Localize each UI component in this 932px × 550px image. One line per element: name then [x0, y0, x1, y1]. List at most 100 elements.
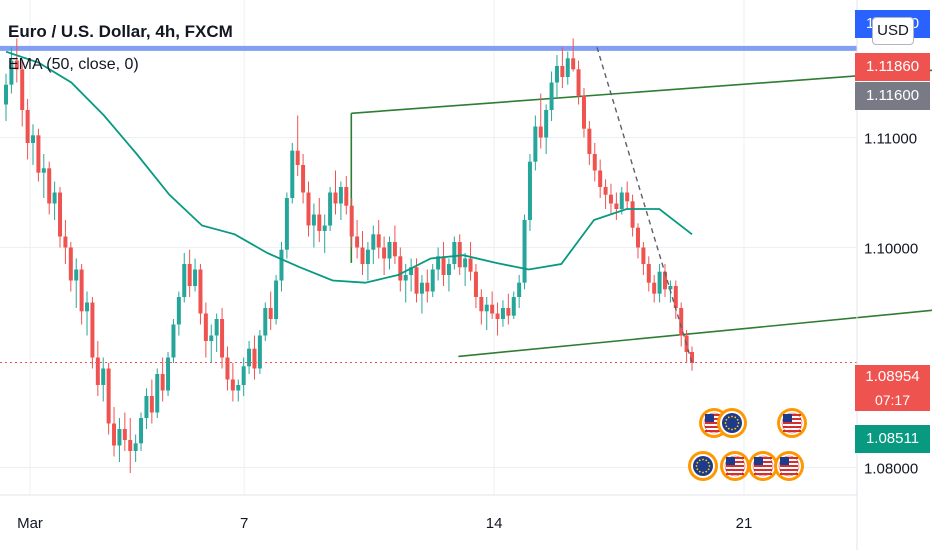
currency-button[interactable]: USD [872, 17, 914, 45]
x-tick-label: 7 [240, 515, 248, 532]
candle-body [587, 128, 592, 154]
eu-flag-event-icon[interactable] [717, 408, 747, 438]
candle-body [603, 187, 608, 195]
us-flag-event-icon[interactable] [748, 451, 778, 481]
price-tag-target: 1.08511 [855, 425, 930, 453]
chart-title: Euro / U.S. Dollar, 4h, FXCM [8, 22, 233, 41]
candle-body [344, 187, 349, 206]
candle-body [214, 319, 219, 336]
candle-body [9, 60, 14, 85]
candle-body [430, 269, 435, 292]
price-tag-entry: 1.11600 [855, 82, 930, 110]
candle-body [473, 271, 478, 297]
candle-body [527, 161, 532, 220]
candle-body [419, 282, 424, 294]
overlays [0, 47, 857, 364]
candle-body [52, 192, 57, 204]
candle-body [220, 319, 225, 358]
candle-body [236, 385, 241, 391]
candle-body [176, 297, 181, 325]
candle-body [371, 234, 376, 250]
x-tick-label: 14 [486, 515, 503, 532]
candle-body [79, 269, 84, 312]
candle-body [522, 220, 527, 283]
candle-body [500, 308, 505, 319]
candle-body [690, 352, 694, 363]
candle-body [166, 357, 171, 391]
candle-body [47, 168, 52, 204]
candle-body [646, 264, 651, 283]
candle-body [619, 192, 624, 209]
indicator-label[interactable]: EMA (50, close, 0) [8, 56, 139, 73]
candle-body [85, 302, 90, 312]
candle-body [544, 110, 549, 138]
candle-body [149, 396, 154, 413]
eu-flag-event-icon[interactable] [688, 451, 718, 481]
candle-body [209, 335, 214, 341]
candle-body [598, 170, 603, 187]
projection-dashed-line [596, 47, 693, 363]
candle-body [36, 135, 41, 173]
candle-body [554, 66, 559, 83]
candle-body [495, 313, 500, 319]
candle-body [652, 282, 657, 294]
candle-body [662, 271, 667, 290]
candle-body [679, 308, 684, 336]
us-flag-event-icon[interactable] [774, 451, 804, 481]
candle-body [230, 379, 235, 391]
candle-body [398, 256, 403, 281]
candle-body [295, 150, 300, 165]
candle-body [549, 82, 554, 110]
candle-body [614, 203, 619, 209]
us-flag-event-icon[interactable] [720, 451, 750, 481]
y-tick-label: 1.11000 [864, 131, 917, 148]
event-icons[interactable] [688, 408, 807, 481]
candle-body [41, 168, 46, 173]
candle-body [365, 249, 370, 264]
candle-body [247, 348, 252, 367]
candle-body [576, 69, 581, 96]
candle-body [479, 297, 484, 312]
candle-body [241, 366, 246, 385]
candle-body [484, 304, 489, 312]
price-tag-last: 1.08954 [855, 365, 930, 389]
ema-line [5, 50, 693, 284]
candle-body [441, 256, 446, 275]
candle-body [328, 192, 333, 226]
candle-body [252, 348, 257, 369]
candle-body [338, 187, 343, 204]
candle-body [657, 271, 662, 294]
candle-body [360, 247, 365, 264]
us-flag-event-icon[interactable] [777, 408, 807, 438]
candle-body [560, 66, 565, 77]
candle-body [68, 247, 73, 281]
candle-body [311, 214, 316, 226]
candle-body [608, 194, 613, 204]
candle-body [133, 443, 138, 451]
candle-body [382, 247, 387, 259]
candle-body [376, 234, 381, 248]
candle-body [355, 236, 360, 248]
candle-body [533, 126, 538, 162]
candle-body [122, 429, 127, 440]
candle-body [322, 225, 327, 231]
candle-body [668, 286, 673, 290]
candle-body [571, 58, 576, 70]
candle-body [409, 267, 414, 275]
candle-body [349, 205, 354, 237]
candle-body [63, 236, 68, 248]
candle-body [182, 264, 187, 297]
candle-body [268, 308, 273, 319]
candle-body [128, 440, 133, 451]
candle-body [4, 84, 8, 105]
candle-body [490, 304, 495, 314]
candle-body [90, 302, 95, 358]
candle-body [425, 282, 430, 292]
candle-body [457, 242, 462, 268]
candle-body [112, 423, 117, 446]
candle-body [625, 192, 630, 202]
candle-body [274, 280, 279, 319]
